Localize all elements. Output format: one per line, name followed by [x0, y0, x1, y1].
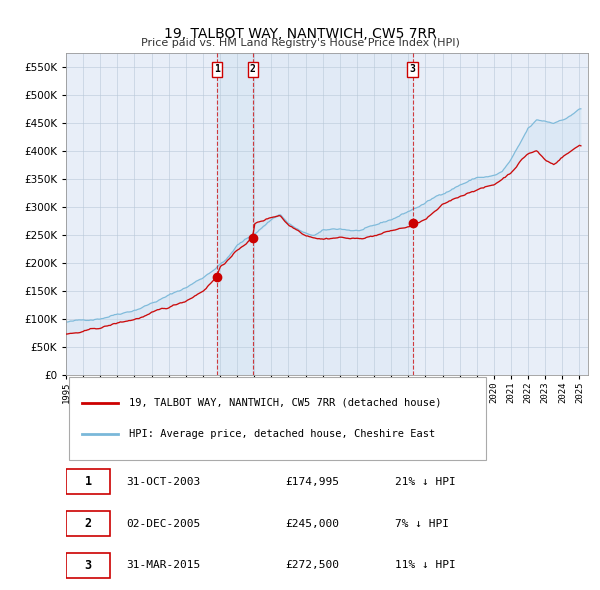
Text: HPI: Average price, detached house, Cheshire East: HPI: Average price, detached house, Ches… — [128, 429, 435, 439]
FancyBboxPatch shape — [66, 511, 110, 536]
Text: 1: 1 — [214, 64, 220, 74]
Text: 2: 2 — [250, 64, 256, 74]
Text: 11% ↓ HPI: 11% ↓ HPI — [395, 560, 455, 571]
Text: 19, TALBOT WAY, NANTWICH, CW5 7RR: 19, TALBOT WAY, NANTWICH, CW5 7RR — [164, 27, 436, 41]
FancyBboxPatch shape — [66, 470, 110, 494]
Text: 31-MAR-2015: 31-MAR-2015 — [126, 560, 200, 571]
Text: Price paid vs. HM Land Registry's House Price Index (HPI): Price paid vs. HM Land Registry's House … — [140, 38, 460, 48]
Text: 19, TALBOT WAY, NANTWICH, CW5 7RR (detached house): 19, TALBOT WAY, NANTWICH, CW5 7RR (detac… — [128, 398, 441, 408]
Text: £272,500: £272,500 — [285, 560, 339, 571]
Bar — [217, 53, 253, 375]
FancyBboxPatch shape — [68, 376, 486, 460]
FancyBboxPatch shape — [66, 553, 110, 578]
Text: 21% ↓ HPI: 21% ↓ HPI — [395, 477, 455, 487]
Bar — [253, 53, 413, 375]
Text: 1: 1 — [85, 476, 92, 489]
Text: 31-OCT-2003: 31-OCT-2003 — [126, 477, 200, 487]
Text: 7% ↓ HPI: 7% ↓ HPI — [395, 519, 449, 529]
Text: 2: 2 — [85, 517, 92, 530]
Text: 02-DEC-2005: 02-DEC-2005 — [126, 519, 200, 529]
Text: 3: 3 — [85, 559, 92, 572]
Text: 3: 3 — [410, 64, 416, 74]
Text: £174,995: £174,995 — [285, 477, 339, 487]
Text: £245,000: £245,000 — [285, 519, 339, 529]
